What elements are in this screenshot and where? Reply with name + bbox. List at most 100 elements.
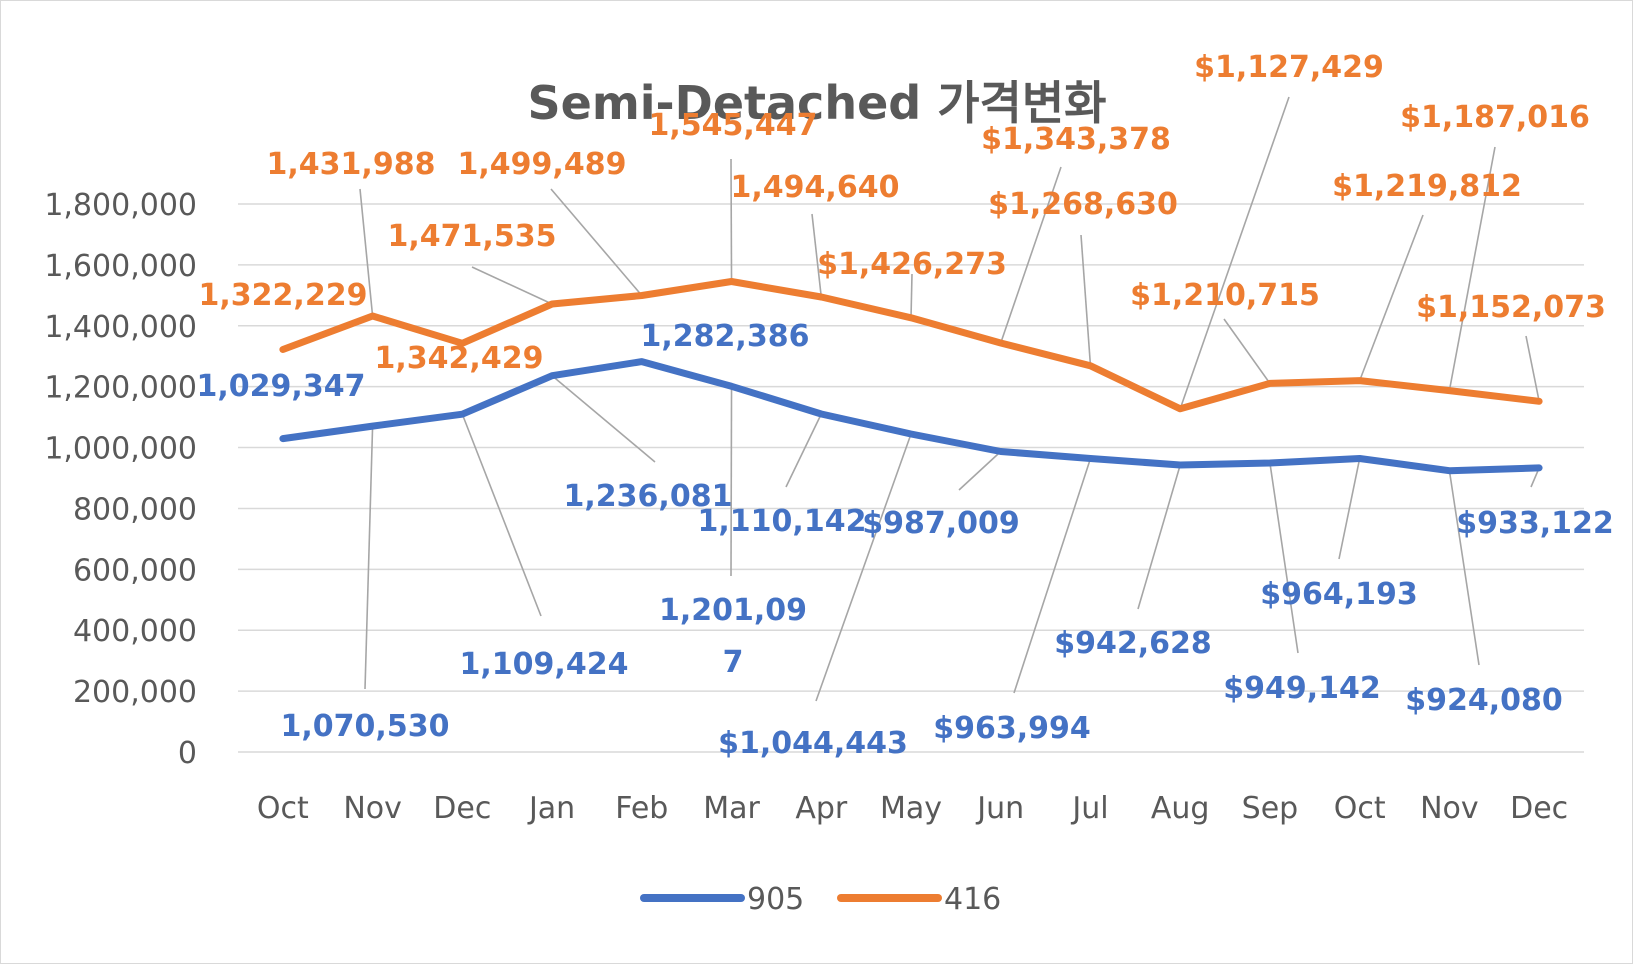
legend-label-416: 416 bbox=[944, 882, 1001, 917]
data-point-416 bbox=[997, 340, 1004, 347]
x-tick-label: Jun bbox=[975, 791, 1024, 826]
data-point-905 bbox=[549, 372, 556, 379]
data-point-416 bbox=[549, 300, 556, 307]
data-label-905: 1,282,386 bbox=[641, 319, 810, 354]
chart-title: Semi-Detached 가격변화 bbox=[528, 76, 1107, 130]
data-label-416: 1,322,229 bbox=[199, 278, 368, 313]
data-point-905 bbox=[1087, 455, 1094, 462]
data-label-905: $987,009 bbox=[862, 506, 1020, 541]
legend-label-905: 905 bbox=[747, 882, 804, 917]
label-leader bbox=[811, 213, 823, 298]
x-tick-label: Oct bbox=[257, 791, 309, 826]
label-leader bbox=[550, 188, 643, 297]
x-tick-label: Oct bbox=[1334, 791, 1386, 826]
label-leader bbox=[364, 426, 374, 690]
data-label-905: 1,029,347 bbox=[197, 369, 366, 404]
data-point-905 bbox=[638, 358, 645, 365]
label-leader bbox=[1179, 96, 1290, 410]
y-tick-label: 1,400,000 bbox=[44, 310, 197, 345]
data-point-416 bbox=[1356, 377, 1363, 384]
data-label-905: $949,142 bbox=[1223, 671, 1381, 706]
data-point-905 bbox=[369, 423, 376, 430]
label-leader bbox=[785, 413, 822, 488]
label-leader bbox=[815, 433, 912, 702]
data-point-416 bbox=[1087, 362, 1094, 369]
x-tick-label: Sep bbox=[1242, 791, 1299, 826]
data-label-905: $933,122 bbox=[1456, 506, 1614, 541]
label-leader bbox=[1448, 146, 1496, 391]
gridlines bbox=[238, 203, 1584, 753]
data-label-416: 1,545,447 bbox=[649, 108, 818, 143]
label-leader bbox=[958, 450, 1002, 491]
data-label-416: $1,152,073 bbox=[1416, 290, 1606, 325]
data-point-905 bbox=[818, 411, 825, 418]
data-label-416: $1,268,630 bbox=[988, 187, 1178, 222]
data-labels: 1,029,347 1,070,530 1,109,424 1,236,081 1,28… bbox=[197, 50, 1614, 761]
x-tick-label: Apr bbox=[795, 791, 848, 826]
label-leader bbox=[471, 266, 553, 305]
data-label-905: 1,236,081 bbox=[564, 479, 733, 514]
data-label-416: 1,342,429 bbox=[375, 341, 544, 376]
data-label-905: $942,628 bbox=[1054, 626, 1212, 661]
data-label-905: 1,110,142 bbox=[698, 504, 867, 539]
label-leader bbox=[1223, 318, 1271, 384]
data-label-416: 1,494,640 bbox=[731, 170, 900, 205]
y-tick-label: 600,000 bbox=[73, 553, 197, 588]
data-point-416 bbox=[279, 346, 286, 353]
data-point-905 bbox=[459, 411, 466, 418]
data-label-905: 1,109,424 bbox=[460, 647, 629, 682]
label-leader bbox=[1013, 458, 1092, 694]
label-leader bbox=[1358, 214, 1424, 381]
x-tick-label: Aug bbox=[1151, 791, 1210, 826]
x-tick-label: Dec bbox=[1510, 791, 1568, 826]
y-axis-ticks: 0 200,000 400,000 600,000 800,000 1,000,000 1,… bbox=[44, 188, 197, 771]
label-leader bbox=[1338, 458, 1361, 560]
data-label-416: $1,219,812 bbox=[1332, 169, 1522, 204]
series-lines bbox=[279, 278, 1543, 475]
data-label-416: $1,426,273 bbox=[817, 247, 1007, 282]
data-point-905 bbox=[1356, 455, 1363, 462]
label-leader bbox=[1269, 462, 1299, 654]
data-label-416: $1,127,429 bbox=[1194, 50, 1384, 85]
data-label-905: $1,044,443 bbox=[718, 726, 908, 761]
data-point-416 bbox=[459, 340, 466, 347]
data-point-416 bbox=[1446, 387, 1453, 394]
label-leader bbox=[730, 386, 733, 577]
x-tick-label: Feb bbox=[615, 791, 668, 826]
label-leader-lines bbox=[359, 96, 1540, 702]
data-point-416 bbox=[818, 293, 825, 300]
y-tick-label: 1,800,000 bbox=[44, 188, 197, 223]
x-tick-label: Mar bbox=[703, 791, 760, 826]
legend: 905 416 bbox=[640, 882, 1001, 917]
label-leader bbox=[461, 413, 542, 617]
data-point-416 bbox=[728, 278, 735, 285]
label-leader bbox=[1525, 335, 1540, 402]
data-label-905: $964,193 bbox=[1260, 577, 1418, 612]
label-leader bbox=[1137, 464, 1181, 610]
y-tick-label: 800,000 bbox=[73, 492, 197, 527]
label-leader bbox=[1080, 234, 1092, 366]
label-leader bbox=[1448, 470, 1480, 666]
label-leader bbox=[359, 188, 374, 317]
x-tick-label: Jan bbox=[527, 791, 575, 826]
y-tick-label: 1,200,000 bbox=[44, 371, 197, 406]
x-tick-label: Nov bbox=[343, 791, 402, 826]
x-axis-ticks: Oct Nov Dec Jan Feb Mar Apr May Jun Jul Aug Sep Oct N… bbox=[257, 791, 1568, 826]
y-tick-label: 1,600,000 bbox=[44, 249, 197, 284]
data-label-416: 1,499,489 bbox=[458, 147, 627, 182]
y-tick-label: 200,000 bbox=[73, 675, 197, 710]
data-point-905 bbox=[1446, 467, 1453, 474]
x-tick-label: May bbox=[880, 791, 942, 826]
data-label-416: $1,187,016 bbox=[1400, 100, 1590, 135]
data-label-416: 1,471,535 bbox=[388, 219, 557, 254]
data-label-905: 1,201,09 7 bbox=[659, 593, 807, 680]
x-tick-label: Jul bbox=[1070, 791, 1108, 826]
data-point-416 bbox=[1177, 405, 1184, 412]
x-tick-label: Dec bbox=[433, 791, 491, 826]
x-tick-label: Nov bbox=[1420, 791, 1479, 826]
data-point-905 bbox=[1266, 460, 1273, 467]
label-leader bbox=[730, 158, 733, 282]
data-label-905: $924,080 bbox=[1405, 683, 1563, 718]
